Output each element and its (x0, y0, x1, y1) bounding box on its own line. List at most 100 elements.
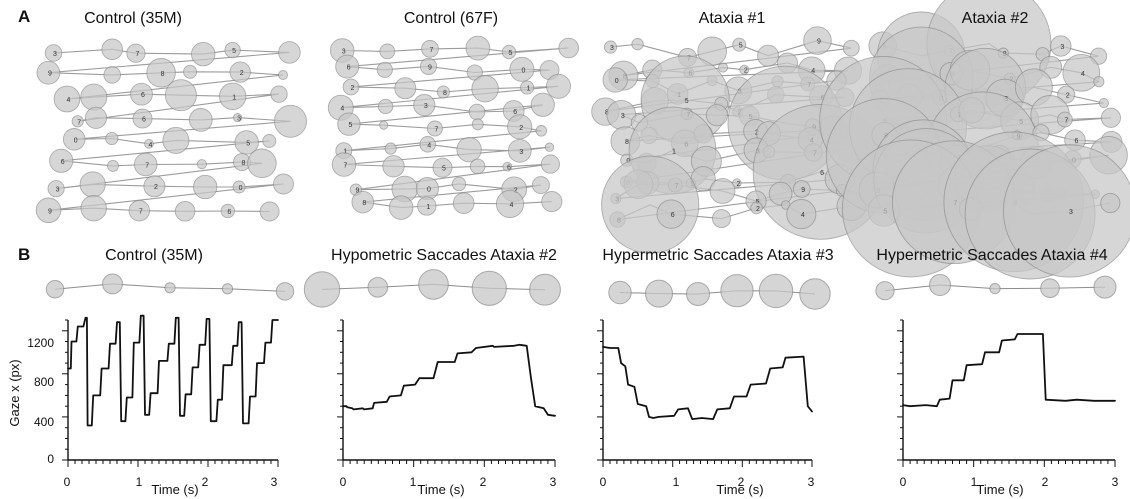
fixation-1-11 (278, 70, 288, 80)
fixation-label-2-0: 3 (342, 49, 346, 56)
fixation-1-22 (233, 113, 243, 123)
fixation-label-3-50: 1 (672, 149, 676, 156)
fixation-2-3 (465, 35, 491, 61)
fixation-2-5 (558, 37, 579, 59)
fixation-label-1-30: 6 (61, 159, 65, 166)
fixation-3-12 (739, 64, 750, 75)
fixation-1-10 (229, 61, 251, 83)
fixation-4-14 (1062, 53, 1101, 92)
fixation-1-43 (80, 195, 107, 222)
panel-b-strip-fixation-1-0 (45, 280, 65, 299)
fixation-3-76 (750, 201, 763, 215)
fixation-2-2 (421, 40, 439, 58)
fixation-2-25 (379, 120, 389, 130)
fixation-2-53 (541, 191, 563, 213)
fixation-label-4-30: 7 (1064, 118, 1068, 125)
panel-b4-title: Hypermetric Saccades Ataxia #4 (876, 247, 1107, 264)
panel-b-strip-fixation-3-2 (686, 282, 710, 306)
fixation-label-2-46: 2 (514, 187, 518, 194)
b1-y-tick-0: 0 (47, 452, 54, 466)
fixation-label-3-78: 4 (801, 212, 805, 219)
panel-b-strip-fixation-3-3 (720, 274, 754, 308)
fixation-label-1-32: 7 (145, 163, 149, 170)
b3-x-tick-3: 3 (808, 475, 815, 489)
b4-x-tick-3: 3 (1112, 475, 1119, 489)
fixation-1-0 (44, 44, 63, 62)
fixation-3-70 (792, 180, 811, 198)
fixation-3-1 (631, 38, 644, 51)
fixation-label-3-60: 2 (736, 181, 740, 188)
fixation-2-32 (419, 136, 436, 153)
panel-b-strip-fixation-4-1 (929, 274, 951, 296)
fixation-1-27 (162, 126, 190, 154)
fixation-4-6 (1050, 35, 1072, 57)
b1-y-tick-800: 800 (34, 375, 54, 389)
fixation-1-32 (133, 152, 158, 177)
b2-x-tick-2: 2 (480, 475, 487, 489)
panel-a3-title: Ataxia #1 (699, 10, 766, 27)
fixation-1-21 (188, 108, 213, 132)
fixation-label-1-12: 4 (67, 97, 71, 104)
fixation-label-1-44: 7 (139, 209, 143, 216)
fixation-1-4 (224, 41, 241, 59)
fixation-1-3 (191, 41, 216, 67)
b1-x-axis-title: Time (s) (151, 482, 198, 497)
fixation-4-63 (1100, 192, 1121, 214)
panel-b-strip-fixation-4-3 (1040, 278, 1060, 299)
panel-b-strip-fixation-3-0 (608, 280, 632, 305)
fixation-2-4 (501, 44, 517, 60)
fixation-2-31 (384, 142, 397, 155)
panel-b-strip-fixation-1-4 (275, 282, 295, 301)
fixation-label-2-40: 6 (507, 165, 511, 172)
fixation-3-11 (717, 62, 729, 73)
fixation-label-1-18: 7 (77, 119, 81, 126)
panel-b-strip-fixation-2-1 (367, 277, 389, 298)
fixation-3-67 (709, 178, 736, 204)
b1-y-tick-400: 400 (34, 415, 54, 429)
fixation-1-47 (259, 201, 280, 222)
fixation-2-6 (335, 54, 360, 79)
fixation-label-4-22: 2 (1066, 93, 1070, 100)
fixation-label-3-74: 6 (671, 212, 675, 219)
b2-x-tick-0: 0 (340, 475, 347, 489)
fixation-label-2-42: 9 (355, 188, 359, 195)
fixation-2-50 (417, 196, 437, 216)
fixation-2-36 (331, 152, 357, 177)
fixation-4-22 (1057, 85, 1076, 104)
fixation-4-23 (1098, 98, 1109, 109)
fixation-4-30 (1057, 111, 1073, 128)
panel-label-a: A (18, 7, 30, 26)
fixation-label-1-34: 8 (242, 160, 246, 167)
fixation-2-34 (507, 138, 532, 163)
fixation-3-75 (712, 209, 731, 229)
fixation-1-15 (164, 79, 197, 112)
fixation-1-40 (232, 180, 246, 194)
b1-x-tick-2: 2 (202, 475, 209, 489)
b4-x-tick-1: 1 (971, 475, 978, 489)
panel-b-strip-fixation-4-0 (875, 281, 895, 301)
b1-y-axis-title: Gaze x (px) (7, 359, 22, 426)
fixation-label-1-14: 6 (141, 92, 145, 99)
fixation-3-74 (656, 199, 686, 229)
fixation-1-2 (126, 43, 146, 63)
fixation-label-1-28: 5 (246, 140, 250, 147)
fixation-label-1-46: 6 (227, 209, 231, 216)
panel-a2-title: Control (67F) (404, 10, 498, 27)
fixation-2-27 (471, 118, 484, 131)
b4-x-tick-0: 0 (900, 475, 907, 489)
fixation-3-0 (603, 40, 618, 54)
fixation-1-37 (79, 171, 106, 198)
fixation-label-3-62: 6 (820, 170, 824, 177)
fixation-label-3-14: 4 (811, 68, 815, 75)
fixation-1-25 (105, 131, 119, 146)
fixation-2-28 (507, 114, 533, 140)
panel-b-strip-fixation-4-2 (989, 283, 1001, 295)
fixation-label-2-12: 2 (351, 85, 355, 92)
fixation-2-47 (531, 176, 550, 195)
fixation-label-2-8: 9 (428, 64, 432, 71)
fixation-1-13 (80, 83, 108, 111)
b2-x-tick-1: 1 (410, 475, 417, 489)
fixation-1-7 (103, 66, 121, 84)
panel-b-strip-fixation-1-3 (221, 283, 234, 295)
